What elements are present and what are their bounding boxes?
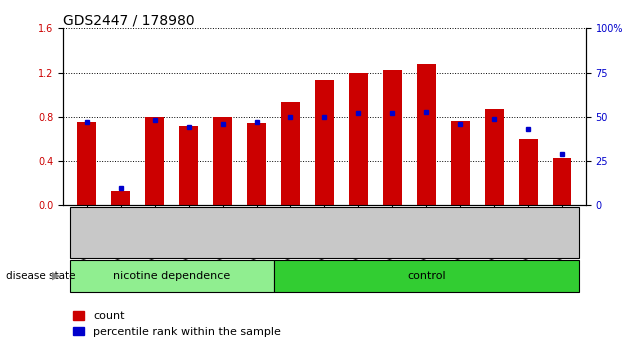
Bar	[519, 139, 537, 205]
Bar	[349, 73, 368, 205]
Bar	[112, 191, 130, 205]
Bar	[281, 102, 300, 205]
Bar	[315, 80, 334, 205]
Text: ▶: ▶	[52, 271, 60, 281]
Bar	[451, 121, 469, 205]
Text: nicotine dependence: nicotine dependence	[113, 271, 231, 281]
Bar	[146, 117, 164, 205]
Bar	[417, 64, 436, 205]
Bar	[383, 70, 402, 205]
Bar	[180, 126, 198, 205]
Bar	[77, 122, 96, 205]
Legend: count, percentile rank within the sample: count, percentile rank within the sample	[69, 307, 285, 341]
Text: GDS2447 / 178980: GDS2447 / 178980	[63, 13, 195, 27]
Text: control: control	[407, 271, 445, 281]
Bar	[485, 109, 503, 205]
Bar	[213, 117, 232, 205]
Text: disease state: disease state	[6, 271, 76, 281]
Bar	[553, 158, 571, 205]
Bar	[247, 124, 266, 205]
